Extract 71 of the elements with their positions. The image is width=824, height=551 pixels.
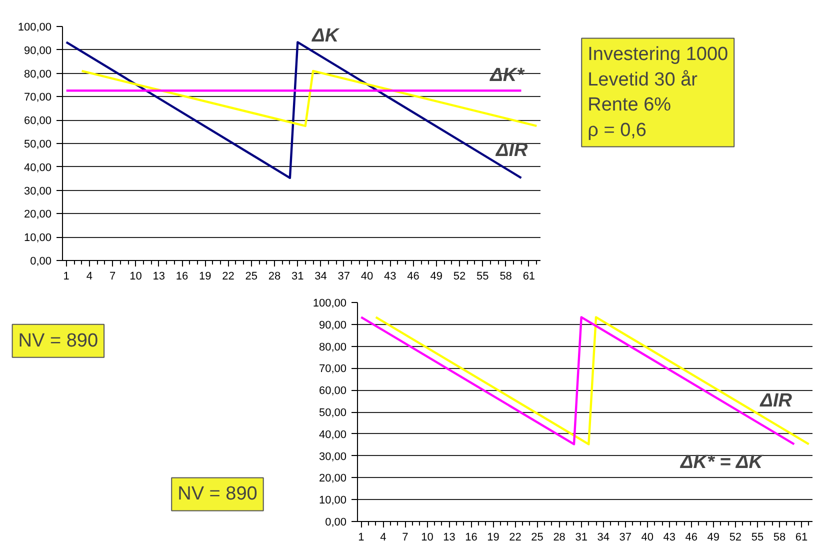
y-tick-label: 0,00 (325, 516, 347, 528)
annotation: ΔK (311, 25, 340, 46)
x-tick-label: 10 (421, 532, 434, 544)
y-tick-label: 50,00 (318, 407, 347, 419)
x-tick-label: 31 (292, 270, 304, 282)
x-tick-label: 43 (663, 532, 676, 544)
x-tick-label: 25 (245, 270, 258, 282)
y-tick-label: 90,00 (24, 44, 52, 57)
x-tick-label: 10 (130, 270, 142, 282)
annotation: ΔIR (759, 390, 792, 412)
text: NV = 890 (18, 330, 98, 352)
y-tick-label: 10,00 (318, 494, 347, 507)
x-tick-label: 31 (575, 532, 588, 544)
x-tick-label: 61 (522, 270, 536, 282)
x-tick-label: 25 (531, 532, 544, 544)
text: NV = 890 (178, 484, 258, 505)
x-tick-label: 13 (443, 532, 456, 544)
x-tick-label: 37 (619, 532, 632, 544)
y-tick-label: 50,00 (24, 138, 52, 150)
x-tick-label: 4 (86, 270, 93, 282)
y-tick-label: 80,00 (24, 68, 52, 80)
annotation: ΔK* = ΔK (680, 452, 764, 473)
y-tick-label: 100,00 (18, 22, 52, 34)
x-tick-label: 55 (476, 270, 489, 282)
x-tick-label: 37 (338, 270, 350, 282)
text: Investering 1000 Levetid 30 år Rente 6% ρ = 0,6 (588, 44, 728, 141)
x-tick-label: 52 (453, 270, 466, 282)
x-tick-label: 16 (176, 270, 188, 282)
x-tick-label: 22 (509, 532, 522, 544)
y-tick-label: 30,00 (318, 450, 347, 463)
x-tick-label: 28 (268, 270, 281, 282)
x-tick-label: 19 (487, 532, 500, 544)
y-tick-label: 60,00 (24, 115, 52, 128)
x-tick-label: 52 (729, 532, 742, 544)
y-tick-label: 70,00 (24, 92, 52, 104)
x-tick-label: 22 (222, 270, 234, 282)
y-tick-label: 90,00 (318, 319, 347, 332)
x-tick-label: 28 (553, 532, 566, 544)
x-tick-label: 46 (685, 532, 698, 544)
x-tick-label: 4 (380, 532, 386, 544)
x-tick-label: 1 (358, 532, 364, 544)
x-tick-label: 46 (407, 270, 420, 282)
x-tick-label: 61 (795, 532, 808, 544)
x-tick-label: 40 (360, 270, 374, 282)
x-tick-label: 34 (597, 532, 610, 544)
x-tick-label: 58 (500, 270, 512, 282)
x-tick-label: 49 (430, 270, 443, 282)
x-tick-label: 7 (110, 270, 116, 282)
y-tick-label: 10,00 (24, 232, 52, 244)
y-tick-label: 20,00 (24, 208, 52, 221)
x-tick-label: 1 (63, 270, 70, 282)
x-tick-label: 49 (707, 532, 720, 544)
x-tick-label: 34 (314, 270, 327, 282)
x-tick-label: 7 (402, 532, 408, 544)
y-tick-label: 30,00 (24, 185, 52, 198)
x-tick-label: 13 (152, 270, 166, 282)
y-tick-label: 0,00 (30, 256, 52, 268)
y-tick-label: 20,00 (318, 472, 347, 485)
y-tick-label: 40,00 (24, 162, 52, 174)
y-tick-label: 80,00 (318, 341, 347, 354)
x-tick-label: 58 (773, 532, 786, 544)
x-tick-label: 55 (751, 532, 764, 544)
y-tick-label: 60,00 (318, 385, 347, 398)
x-tick-label: 40 (641, 532, 654, 544)
y-tick-label: 40,00 (318, 428, 347, 441)
annotation: ΔIR (494, 140, 528, 162)
x-tick-label: 43 (384, 270, 396, 282)
x-tick-label: 16 (465, 532, 478, 544)
x-tick-label: 19 (199, 270, 212, 282)
y-tick-label: 70,00 (318, 363, 347, 376)
y-tick-label: 100,00 (312, 298, 347, 310)
